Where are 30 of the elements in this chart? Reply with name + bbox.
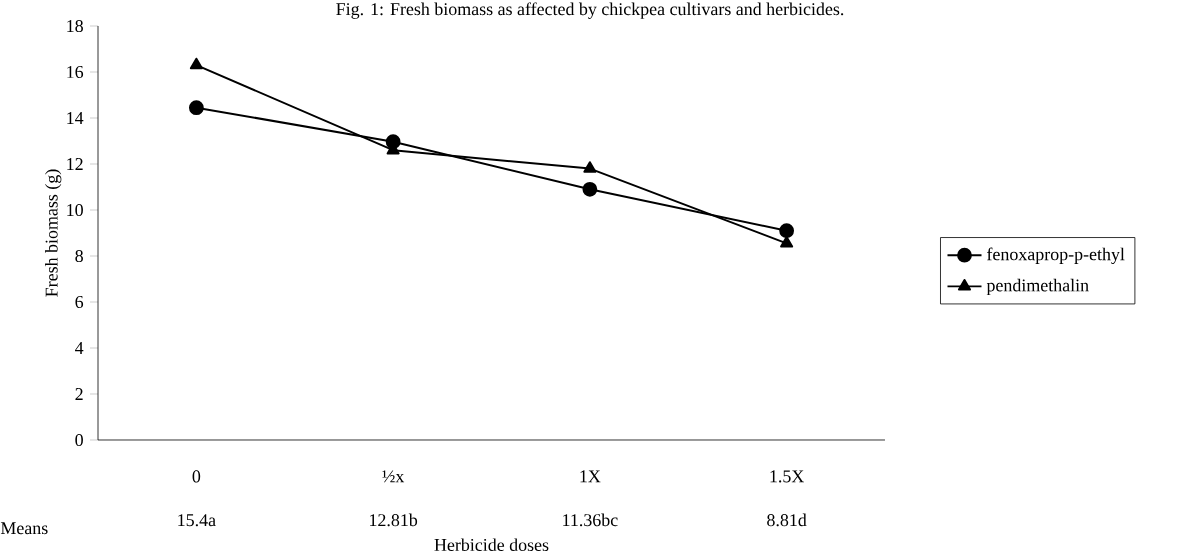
y-tick-label: 4 xyxy=(75,342,84,354)
y-tick-label: 14 xyxy=(67,112,84,124)
text: Means xyxy=(0,522,48,535)
chart-title: Fig. 1: Fresh biomass as affected by chickpea cultivars and herbicides. xyxy=(336,2,844,19)
point xyxy=(779,223,795,239)
x-axis-title: Herbicide doses xyxy=(434,538,549,552)
y-tick-label: 10 xyxy=(67,203,83,217)
y-tick-label: 18 xyxy=(67,19,83,33)
text: 8.81d xyxy=(767,513,807,527)
x-tick-label: 1X xyxy=(580,470,601,483)
y-tick-label: 6 xyxy=(75,295,84,309)
text: 15.4a xyxy=(178,514,216,527)
x-tick-label: ½x xyxy=(382,470,405,483)
text: 12.81b xyxy=(370,513,418,527)
y-tick-label: 0 xyxy=(75,433,83,447)
y-tick-label: 16 xyxy=(67,65,84,79)
point xyxy=(188,100,204,116)
x-tick-label: 0 xyxy=(192,470,201,483)
point xyxy=(189,57,203,70)
legend-label: fenoxaprop-p-ethyl xyxy=(987,247,1125,265)
text: 11.36bc xyxy=(563,513,618,527)
point xyxy=(583,161,597,173)
y-tick-label: 8 xyxy=(75,249,83,263)
y-tick-label: 2 xyxy=(75,388,83,400)
y-axis-title: Fresh biomass (g) xyxy=(45,169,62,297)
point xyxy=(780,235,794,248)
y-tick-label: 12 xyxy=(67,158,83,170)
legend-label: pendimethalin xyxy=(986,278,1089,296)
point xyxy=(582,181,598,197)
x-tick-label: 1.5X xyxy=(770,470,804,483)
